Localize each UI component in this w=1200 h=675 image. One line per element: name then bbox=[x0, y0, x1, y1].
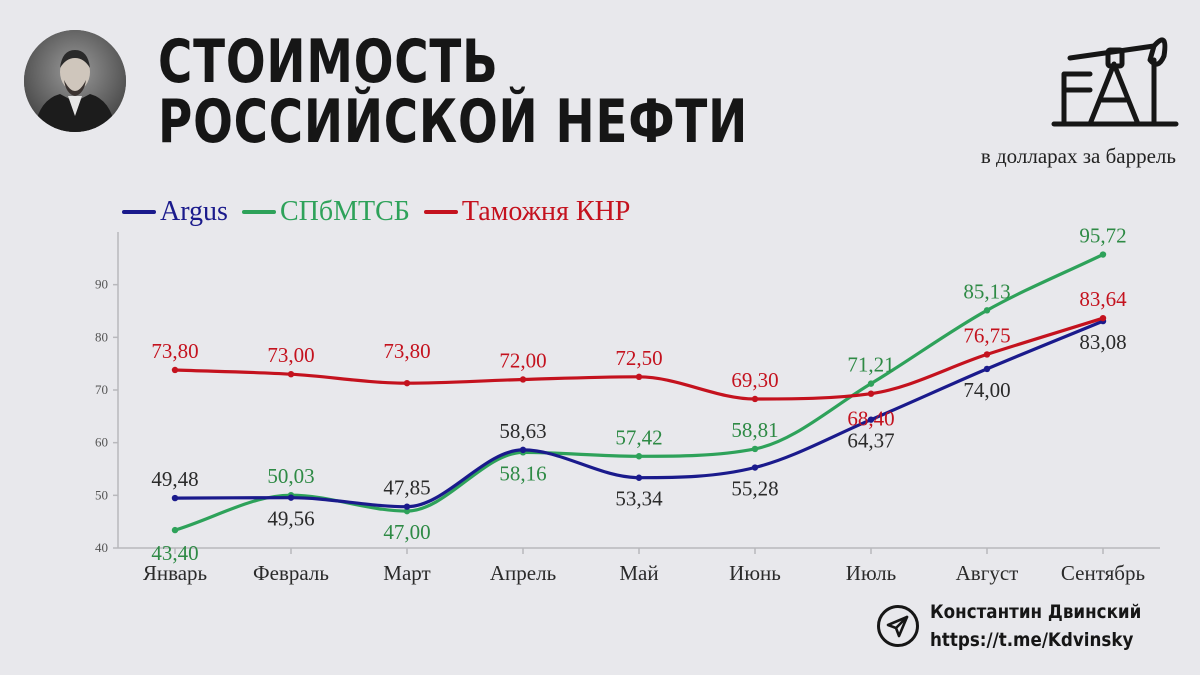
legend-item-argus: Argus bbox=[122, 196, 228, 228]
chart-legend: Argus СПбМТСБ Таможня КНР bbox=[122, 196, 644, 228]
data-point-customs bbox=[171, 366, 179, 374]
data-point-argus bbox=[171, 494, 179, 502]
legend-swatch-argus bbox=[122, 210, 156, 214]
page-title: СТОИМОСТЬ РОССИЙСКОЙ НЕФТИ bbox=[158, 32, 748, 152]
data-point-customs bbox=[635, 373, 643, 381]
data-point-spbmtsb bbox=[983, 307, 991, 314]
data-label-argus: 49,56 bbox=[267, 507, 314, 531]
x-tick-label: Сентябрь bbox=[1061, 561, 1145, 585]
data-point-spbmtsb bbox=[1099, 251, 1107, 258]
data-label-customs: 72,50 bbox=[615, 346, 662, 370]
data-label-argus: 64,37 bbox=[847, 429, 894, 453]
data-point-customs bbox=[1099, 314, 1107, 322]
y-tick-label: 40 bbox=[95, 540, 108, 555]
data-label-customs: 76,75 bbox=[963, 323, 1010, 347]
data-point-argus bbox=[983, 365, 991, 373]
y-tick-label: 50 bbox=[95, 487, 108, 502]
telegram-icon[interactable] bbox=[876, 604, 920, 648]
data-label-argus: 58,63 bbox=[499, 419, 546, 443]
data-label-spbmtsb: 95,72 bbox=[1079, 224, 1126, 248]
x-tick-label: Июль bbox=[846, 561, 896, 585]
y-tick-label: 70 bbox=[95, 382, 108, 397]
data-label-customs: 73,80 bbox=[383, 339, 430, 363]
y-tick-label: 80 bbox=[95, 329, 108, 344]
y-tick-label: 90 bbox=[95, 277, 108, 292]
data-point-argus bbox=[519, 446, 527, 454]
author-name: Константин Двинский bbox=[930, 601, 1142, 623]
data-label-spbmtsb: 71,21 bbox=[847, 353, 894, 377]
data-point-spbmtsb bbox=[171, 526, 179, 534]
data-label-customs: 69,30 bbox=[731, 368, 778, 392]
legend-label-customs: Таможня КНР bbox=[461, 196, 631, 227]
x-tick-label: Январь bbox=[143, 561, 207, 585]
data-point-argus bbox=[403, 503, 411, 510]
data-point-customs bbox=[287, 371, 295, 378]
data-point-customs bbox=[867, 390, 875, 397]
x-tick-label: Март bbox=[383, 561, 430, 585]
data-point-spbmtsb bbox=[635, 453, 643, 460]
data-label-customs: 83,64 bbox=[1079, 287, 1127, 311]
x-tick-label: Февраль bbox=[253, 561, 329, 585]
data-label-spbmtsb: 57,42 bbox=[615, 425, 662, 449]
title-line-1: СТОИМОСТЬ bbox=[158, 27, 499, 97]
data-label-customs: 72,00 bbox=[499, 348, 546, 372]
legend-swatch-customs bbox=[423, 210, 458, 214]
data-point-spbmtsb bbox=[403, 507, 411, 515]
oil-pump-icon bbox=[1050, 20, 1180, 130]
footer-text: Константин Двинский https://t.me/Kdvinsk… bbox=[930, 598, 1141, 654]
data-point-customs bbox=[403, 379, 411, 387]
data-point-spbmtsb bbox=[867, 380, 875, 387]
author-footer: Константин Двинский https://t.me/Kdvinsk… bbox=[876, 598, 1170, 654]
data-label-spbmtsb: 50,03 bbox=[267, 464, 314, 488]
data-point-spbmtsb bbox=[751, 445, 759, 453]
data-label-argus: 55,28 bbox=[731, 477, 778, 501]
data-label-argus: 53,34 bbox=[615, 487, 663, 511]
legend-label-spbmtsb: СПбМТСБ bbox=[279, 196, 410, 227]
unit-note: в долларах за баррель bbox=[980, 144, 1176, 168]
channel-link[interactable]: https://t.me/Kdvinsky bbox=[930, 629, 1134, 651]
portrait-photo bbox=[24, 30, 126, 132]
x-tick-label: Май bbox=[619, 561, 658, 585]
data-label-customs: 73,00 bbox=[267, 343, 314, 367]
legend-item-customs: Таможня КНР bbox=[423, 196, 631, 228]
data-label-spbmtsb: 43,40 bbox=[151, 541, 198, 565]
title-line-2: РОССИЙСКОЙ НЕФТИ bbox=[158, 87, 749, 157]
data-label-spbmtsb: 58,16 bbox=[499, 461, 546, 485]
y-tick-label: 60 bbox=[95, 435, 108, 450]
x-tick-label: Июнь bbox=[729, 561, 781, 585]
data-point-argus bbox=[287, 494, 295, 501]
data-label-spbmtsb: 58,81 bbox=[731, 418, 778, 442]
legend-label-argus: Argus bbox=[160, 196, 228, 227]
series-line-customs bbox=[173, 316, 1105, 401]
data-point-customs bbox=[983, 351, 991, 358]
data-point-argus bbox=[867, 416, 875, 423]
x-tick-label: Август bbox=[956, 561, 1019, 585]
data-point-argus bbox=[751, 464, 759, 471]
data-point-customs bbox=[519, 376, 527, 383]
data-label-argus: 74,00 bbox=[963, 378, 1010, 402]
data-label-customs: 68,40 bbox=[847, 407, 894, 431]
legend-item-spbmtsb: СПбМТСБ bbox=[241, 196, 410, 228]
data-label-spbmtsb: 85,13 bbox=[963, 279, 1010, 303]
data-point-customs bbox=[751, 395, 759, 403]
legend-swatch-spbmtsb bbox=[241, 210, 276, 214]
data-label-argus: 83,08 bbox=[1079, 330, 1126, 354]
data-point-argus bbox=[635, 474, 643, 481]
data-label-spbmtsb: 47,00 bbox=[383, 520, 430, 544]
data-label-customs: 73,80 bbox=[151, 339, 198, 363]
data-label-argus: 47,85 bbox=[383, 476, 430, 500]
data-label-argus: 49,48 bbox=[151, 467, 198, 491]
x-tick-label: Апрель bbox=[490, 561, 556, 585]
